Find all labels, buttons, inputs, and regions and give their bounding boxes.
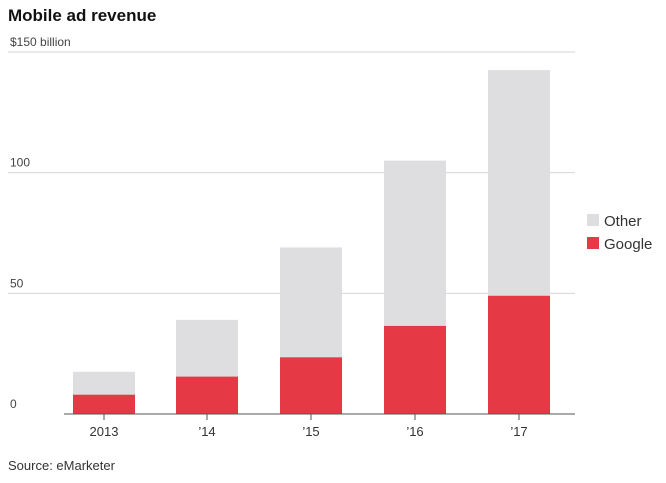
- legend-label-google: Google: [604, 236, 652, 253]
- legend-swatch-other: [587, 214, 599, 226]
- bar-other: [73, 371, 135, 395]
- x-tick-label: ’14: [198, 424, 215, 439]
- y-tick-label: 0: [10, 397, 17, 411]
- y-axis-ticks: 0 50 100 $150 billion: [10, 35, 71, 411]
- x-tick-label: ’17: [510, 424, 527, 439]
- y-tick-label: $150 billion: [10, 35, 71, 49]
- bar-google: [73, 394, 135, 414]
- x-tick-label: ’15: [302, 424, 319, 439]
- bars: [73, 70, 550, 414]
- x-tick-label: ’16: [406, 424, 423, 439]
- legend-swatch-google: [587, 237, 599, 249]
- bar-other: [176, 319, 238, 377]
- chart-title: Mobile ad revenue: [8, 6, 157, 25]
- bar-google: [488, 295, 550, 414]
- y-tick-label: 50: [10, 276, 24, 290]
- bar-other: [488, 70, 550, 296]
- x-tick-label: 2013: [90, 424, 119, 439]
- bar-google: [280, 357, 342, 414]
- legend-label-other: Other: [604, 213, 642, 230]
- bar-google: [176, 376, 238, 414]
- source-note: Source: eMarketer: [8, 458, 115, 473]
- bar-google: [384, 325, 446, 414]
- x-axis: 2013 ’14 ’15 ’16 ’17: [64, 413, 575, 439]
- y-tick-label: 100: [10, 156, 30, 170]
- bar-other: [280, 247, 342, 358]
- bar-other: [384, 160, 446, 326]
- legend: Other Google: [587, 213, 652, 253]
